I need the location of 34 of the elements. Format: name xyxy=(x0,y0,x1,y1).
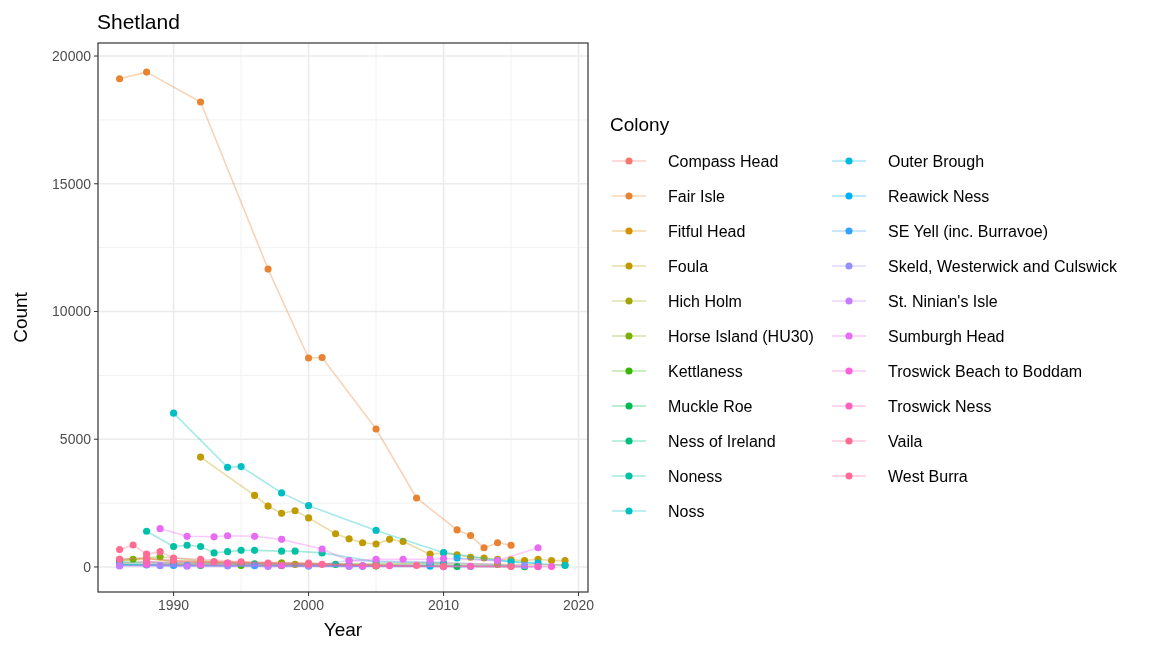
legend-label: Troswick Beach to Boddam xyxy=(888,363,1083,380)
legend-label: Outer Brough xyxy=(888,153,985,170)
legend-label: Noss xyxy=(668,503,705,520)
chart-title: Shetland xyxy=(97,10,180,33)
legend-label: Compass Head xyxy=(668,153,779,170)
legend-label: Hich Holm xyxy=(668,293,742,310)
legend-label: Kettlaness xyxy=(668,363,743,380)
x-axis-title: Year xyxy=(323,619,363,640)
legend-label: Foula xyxy=(668,258,709,275)
legend-title: Colony xyxy=(610,114,670,135)
legend-label: Troswick Ness xyxy=(888,398,992,415)
y-tick-label: 15000 xyxy=(52,175,92,192)
y-tick-label: 0 xyxy=(83,558,92,575)
legend-label: Vaila xyxy=(888,433,923,450)
legend-label: Ness of Ireland xyxy=(668,433,776,450)
legend-label: Skeld, Westerwick and Culswick xyxy=(888,258,1119,275)
x-tick-label: 1990 xyxy=(158,597,190,613)
x-tick-label: 2000 xyxy=(293,597,325,613)
legend-label: Muckle Roe xyxy=(668,398,753,415)
legend-label: Fair Isle xyxy=(668,188,725,205)
y-tick-label: 5000 xyxy=(59,431,92,448)
x-tick-label: 2010 xyxy=(427,597,460,613)
legend-label: Noness xyxy=(668,468,723,485)
legend-label: St. Ninian's Isle xyxy=(888,293,998,310)
legend-label: Reawick Ness xyxy=(888,188,990,205)
legend-label: West Burra xyxy=(888,468,968,485)
legend-label: Horse Island (HU30) xyxy=(668,328,814,345)
y-tick-label: 20000 xyxy=(52,48,92,65)
legend-label: SE Yell (inc. Burravoe) xyxy=(888,223,1049,240)
legend-label: Sumburgh Head xyxy=(888,328,1005,345)
y-axis-title: Count xyxy=(10,291,31,343)
y-tick-label: 10000 xyxy=(52,303,92,320)
legend-label: Fitful Head xyxy=(668,223,746,240)
x-tick-label: 2020 xyxy=(562,597,595,613)
